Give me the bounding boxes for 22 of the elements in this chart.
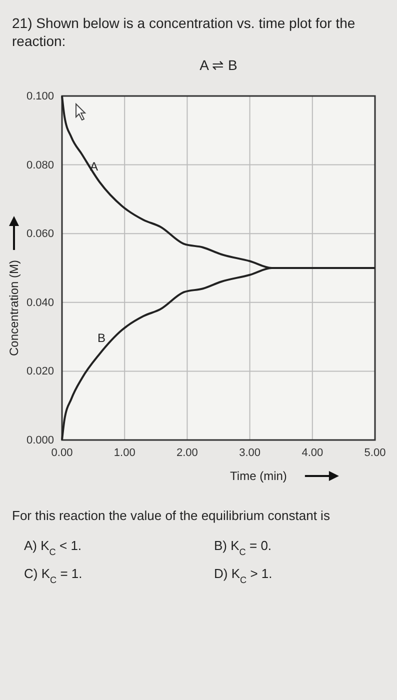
- text: C) K$_{C}$ = 1.: [24, 566, 82, 585]
- y-axis-title: Concentration (M): [7, 260, 21, 356]
- chart-subtitle: A ⇌ B: [200, 57, 238, 73]
- x-tick-label: 0.00: [51, 446, 73, 459]
- chart-title: 21) Shown below is a concentration vs. time plot for the reaction:: [12, 15, 356, 49]
- x-tick-label: 2.00: [176, 446, 198, 459]
- x-tick-label: 4.00: [302, 446, 324, 459]
- y-tick-label: 0.100: [26, 90, 54, 103]
- x-axis-title: Time (min): [230, 469, 287, 483]
- x-tick-label: 5.00: [364, 446, 386, 459]
- text: D) K$_{C}$ > 1.: [214, 566, 272, 585]
- x-tick-label: 3.00: [239, 446, 261, 459]
- y-tick-label: 0.040: [26, 296, 54, 309]
- text: B) K$_{C}$ = 0.: [214, 538, 272, 557]
- text: A) K$_{C}$ < 1.: [24, 538, 82, 557]
- x-tick-label: 1.00: [114, 446, 136, 459]
- text: For this reaction the value of the equilibrium constant is: [12, 508, 330, 523]
- y-tick-label: 0.020: [26, 366, 54, 378]
- y-tick-label: 0.080: [26, 159, 54, 172]
- y-tick-label: 0.000: [26, 434, 54, 447]
- series-label: B: [98, 331, 106, 345]
- y-tick-label: 0.060: [26, 228, 54, 240]
